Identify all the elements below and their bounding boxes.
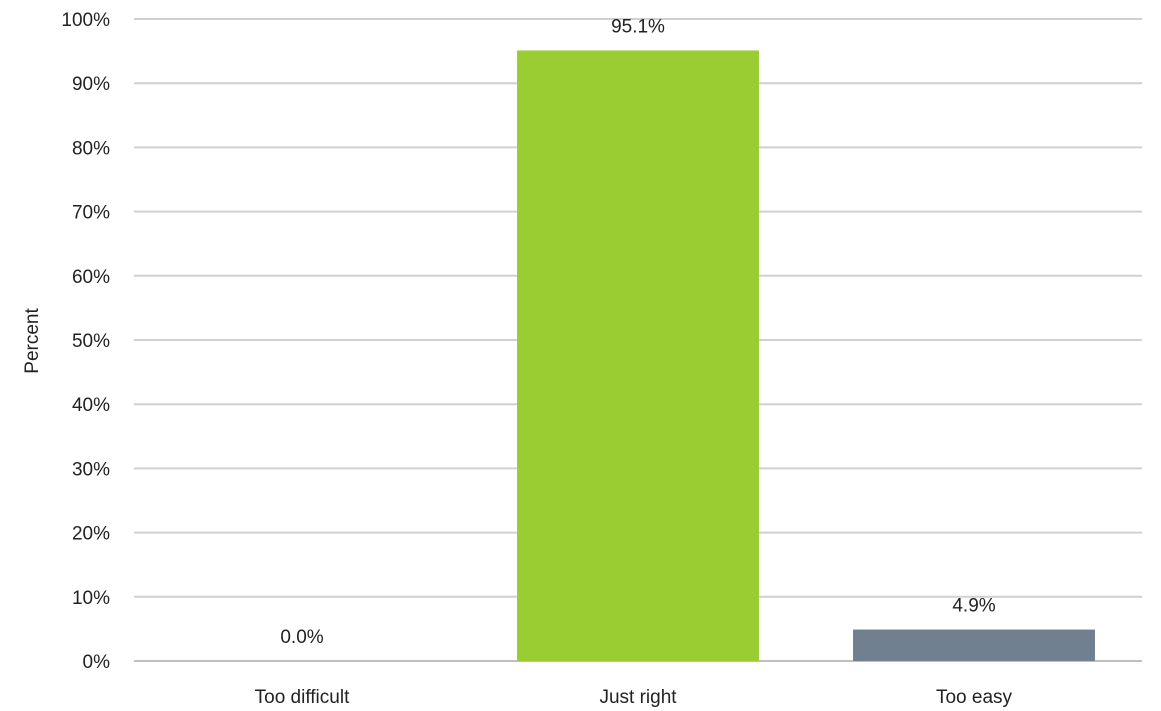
bar-just-right — [517, 50, 759, 661]
x-category-label: Just right — [599, 687, 677, 708]
y-tick-label: 10% — [72, 588, 110, 609]
y-tick-label: 90% — [72, 74, 110, 95]
y-axis-ticks: 0% 10% 20% 30% 40% 50% 60% 70% 80% 90% 100% — [61, 10, 110, 673]
data-labels: 0.0% 95.1% 4.9% — [280, 16, 995, 648]
bars — [517, 50, 1095, 661]
y-axis-title: Percent — [22, 308, 43, 374]
data-label: 4.9% — [952, 596, 995, 617]
bar-too-easy — [853, 629, 1095, 661]
y-tick-label: 20% — [72, 524, 110, 545]
y-tick-label: 30% — [72, 459, 110, 480]
y-tick-label: 80% — [72, 138, 110, 159]
y-tick-label: 40% — [72, 395, 110, 416]
y-tick-label: 100% — [61, 10, 110, 31]
x-category-label: Too difficult — [255, 687, 350, 708]
data-label: 0.0% — [280, 627, 323, 648]
y-tick-label: 50% — [72, 331, 110, 352]
y-tick-label: 70% — [72, 203, 110, 224]
x-axis-categories: Too difficult Just right Too easy — [255, 687, 1013, 708]
y-tick-label: 0% — [83, 652, 111, 673]
y-tick-label: 60% — [72, 267, 110, 288]
x-category-label: Too easy — [936, 687, 1013, 708]
data-label: 95.1% — [611, 16, 665, 37]
